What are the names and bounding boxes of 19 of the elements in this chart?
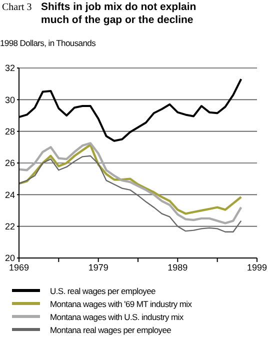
y-axis-title: 1998 Dollars, in Thousands [0,38,96,48]
y-tick-label: 28 [4,126,15,137]
x-tick-label: 1999 [246,262,268,272]
x-tick-label: 1979 [88,262,108,272]
y-tick-label: 20 [4,253,15,264]
caption: Chart 3 [2,2,32,13]
legend-label: Montana wages with '69 MT industry mix [50,298,192,308]
legend-label: Montana wages with U.S. industry mix [50,312,184,322]
y-tick-label: 32 [4,63,15,74]
y-tick-label: 22 [4,222,15,232]
y-tick-label: 24 [4,190,15,200]
y-tick-label: 30 [4,94,15,105]
y-tick-label: 26 [4,158,15,168]
legend-label: Montana real wages per employee [50,324,172,334]
x-tick-label: 1989 [168,262,188,272]
chart-title: Shifts in job mix do not explain much of the gap or the decline [41,1,198,27]
x-tick-label: 1969 [8,262,30,272]
line-series [19,155,242,232]
legend-label: U.S. real wages per employee [50,286,156,296]
